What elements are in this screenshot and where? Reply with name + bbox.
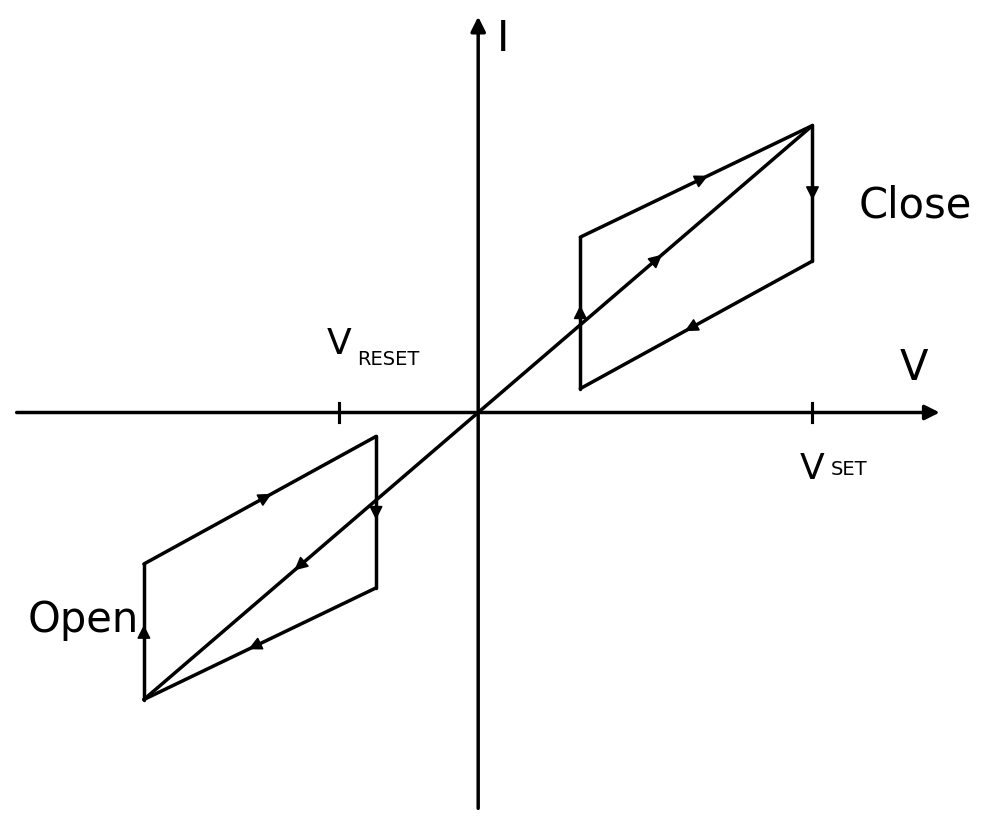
Text: Close: Close: [859, 184, 972, 226]
Text: SET: SET: [831, 460, 868, 479]
Text: I: I: [497, 18, 509, 60]
Text: V: V: [327, 327, 351, 361]
Text: RESET: RESET: [357, 350, 420, 369]
Text: Open: Open: [28, 599, 139, 641]
Text: V: V: [800, 452, 825, 487]
Text: V: V: [900, 346, 929, 389]
